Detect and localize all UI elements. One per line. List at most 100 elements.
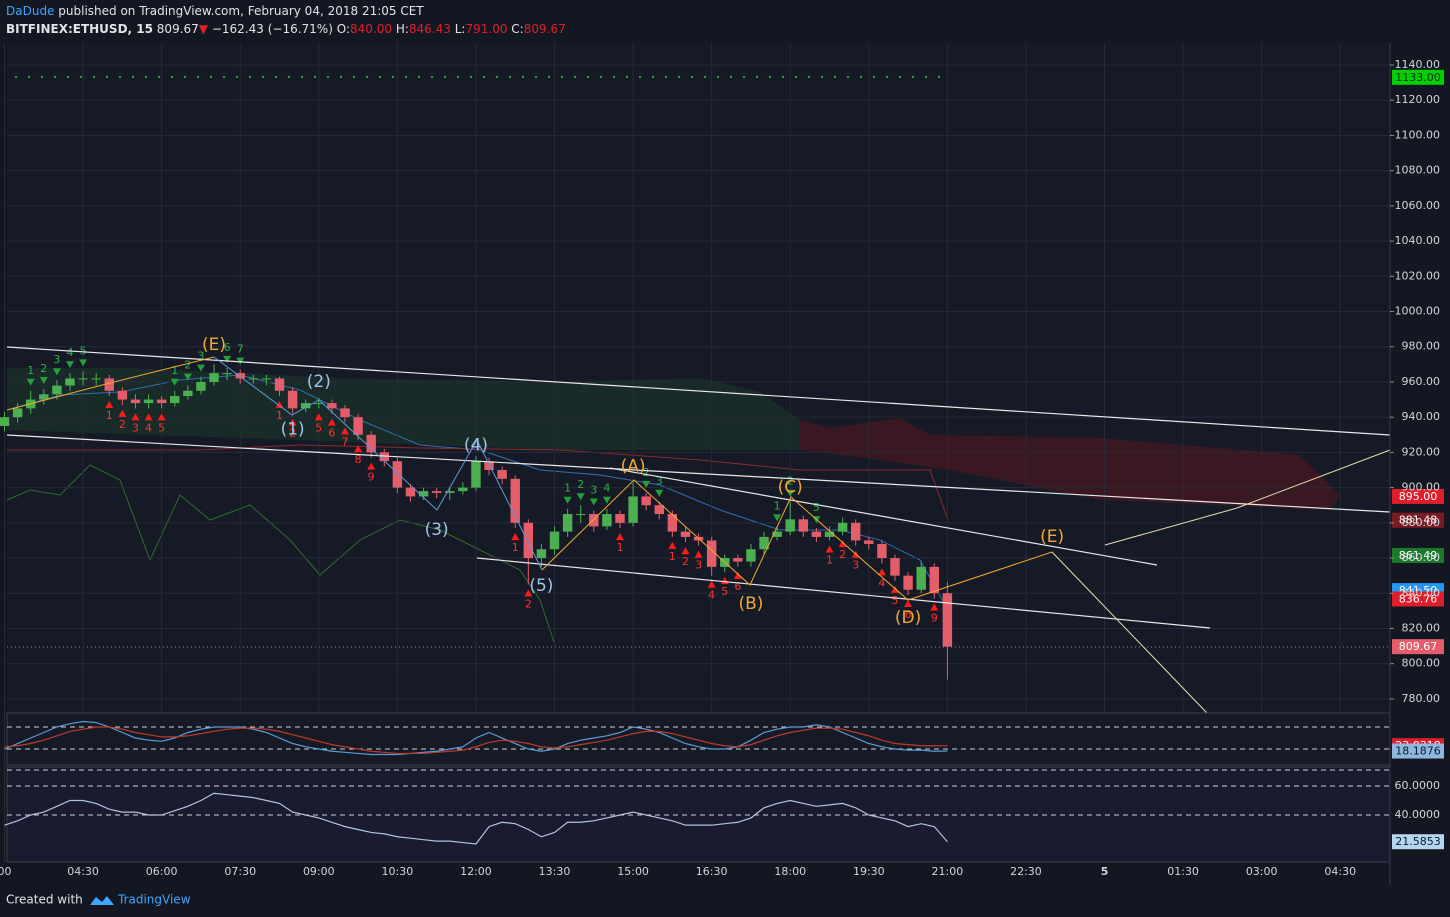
signal-arrow xyxy=(105,401,114,409)
count-label: 1 xyxy=(826,553,833,566)
count-label: 1 xyxy=(27,364,34,377)
signal-arrow xyxy=(340,427,349,435)
x-tick-label: 13:30 xyxy=(539,865,571,878)
x-tick-label: 16:30 xyxy=(696,865,728,878)
signal-arrow xyxy=(223,355,232,363)
y-tick-label: 1140.00 xyxy=(1395,58,1441,71)
candle-body xyxy=(366,434,376,453)
y-tick-label: 920.00 xyxy=(1402,445,1441,458)
count-label: 2 xyxy=(525,597,532,610)
y-tick-label: 1080.00 xyxy=(1395,164,1441,177)
x-tick-label: 09:00 xyxy=(303,865,335,878)
candle-body xyxy=(183,390,193,397)
candle-body xyxy=(484,461,494,471)
count-label: 1 xyxy=(774,499,781,512)
count-label: 4 xyxy=(145,421,152,434)
candle-body xyxy=(327,403,337,409)
wave-label: (5) xyxy=(529,576,553,596)
candle-body xyxy=(864,540,874,544)
candle-body xyxy=(261,378,272,380)
count-label: 5 xyxy=(891,594,898,607)
x-tick-label: 00 xyxy=(0,865,12,878)
price-tag xyxy=(1392,639,1444,655)
signal-arrow xyxy=(144,413,153,421)
x-tick-label: 15:00 xyxy=(617,865,649,878)
author[interactable]: DaDude xyxy=(6,4,54,18)
signal-arrow xyxy=(655,489,664,497)
candle-body xyxy=(143,399,154,404)
count-label: 2 xyxy=(787,475,794,488)
candle-body xyxy=(431,491,442,493)
candle-body xyxy=(287,390,298,409)
x-tick-label: 5 xyxy=(1101,865,1109,878)
signal-arrow xyxy=(118,409,127,417)
signal-arrow xyxy=(890,585,899,593)
footer-brand[interactable]: TradingView xyxy=(117,893,191,907)
wave-label: (2) xyxy=(307,372,331,392)
candle-body xyxy=(117,390,128,400)
count-label: 6 xyxy=(328,427,335,440)
wave-line xyxy=(541,479,1053,601)
candle-body xyxy=(733,558,743,562)
price-tag xyxy=(1392,488,1444,504)
count-label: 7 xyxy=(237,343,244,356)
signal-arrow xyxy=(694,550,703,558)
count-label: 1 xyxy=(276,409,283,422)
count-label: 7 xyxy=(341,435,348,448)
candle-body xyxy=(65,378,75,386)
price-tag-label: 861.49 xyxy=(1399,549,1438,562)
count-label: 2 xyxy=(119,418,126,431)
candle-body xyxy=(196,381,206,391)
oscillator-line xyxy=(4,726,948,755)
candle-body xyxy=(523,522,534,559)
signal-arrow xyxy=(877,568,886,576)
signal-arrow xyxy=(838,540,847,548)
candle-body xyxy=(340,408,350,418)
count-label: 2 xyxy=(40,362,47,375)
count-label: 1 xyxy=(616,541,623,554)
count-label: 5 xyxy=(80,344,87,357)
candle-body xyxy=(890,558,900,576)
x-tick-label: 03:00 xyxy=(1246,865,1278,878)
y-tick-label: 1120.00 xyxy=(1395,93,1441,106)
candle-body xyxy=(510,478,520,523)
signal-arrow xyxy=(79,359,88,367)
trend-line xyxy=(6,434,1391,513)
count-label: 1 xyxy=(512,541,519,554)
price-tag-label: 809.67 xyxy=(1399,640,1438,653)
wave-line xyxy=(6,356,215,411)
y-tick-label: 1060.00 xyxy=(1395,199,1441,212)
y-tick-label: 1100.00 xyxy=(1395,128,1441,141)
candle-body xyxy=(497,470,507,479)
candle-body xyxy=(602,514,612,527)
candle-body xyxy=(0,417,10,426)
candle-body xyxy=(104,378,114,391)
y-tick-label: 940.00 xyxy=(1402,410,1441,423)
signal-arrow xyxy=(668,541,677,549)
candle-body xyxy=(91,378,101,380)
x-tick-label: 22:30 xyxy=(1010,865,1042,878)
count-label: 6 xyxy=(224,341,231,354)
overlays-front xyxy=(6,346,1391,714)
x-tick-label: 18:00 xyxy=(774,865,806,878)
low: 791.00 xyxy=(465,22,507,36)
candle-body xyxy=(314,403,324,405)
wave-label: (C) xyxy=(778,478,803,498)
count-label: 6 xyxy=(734,580,741,593)
candle-body xyxy=(628,496,638,523)
y-tick-label: 860.00 xyxy=(1402,551,1441,564)
count-label: 5 xyxy=(721,585,728,598)
candle-body xyxy=(759,536,769,550)
candle-body xyxy=(300,403,311,409)
count-label: 6 xyxy=(905,608,912,621)
candle-body xyxy=(706,540,717,567)
signal-arrow xyxy=(576,493,585,501)
projection-line xyxy=(1051,551,1208,714)
signal-arrow xyxy=(131,413,140,421)
signal-arrow xyxy=(930,603,939,611)
price-tag-label: 881.48 xyxy=(1399,514,1438,527)
count-label: 5 xyxy=(813,501,820,514)
x-tick-label: 19:30 xyxy=(853,865,885,878)
signal-arrow xyxy=(681,547,690,555)
candle-body xyxy=(929,566,939,594)
